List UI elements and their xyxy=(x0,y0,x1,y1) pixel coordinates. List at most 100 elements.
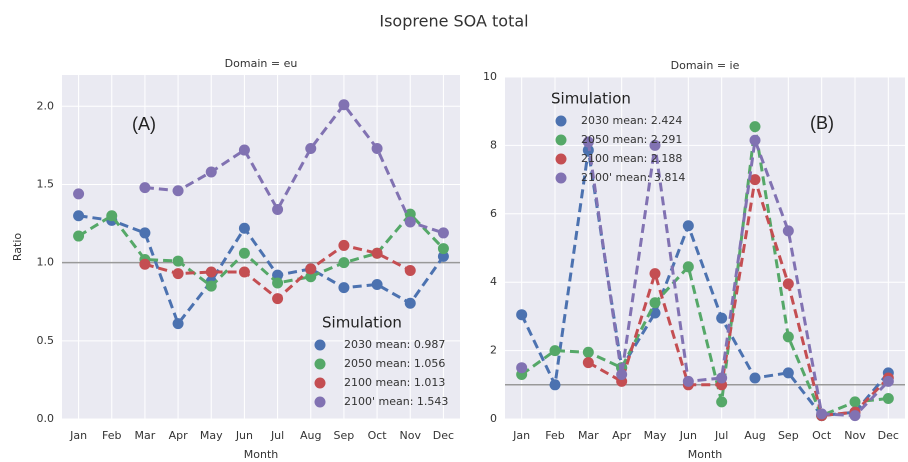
data-point xyxy=(716,396,728,408)
x-tick-label: Feb xyxy=(102,429,121,442)
data-point xyxy=(437,243,449,255)
data-point xyxy=(106,210,118,222)
data-point xyxy=(882,392,894,404)
legend-label: 2030 mean: 2.424 xyxy=(581,114,682,127)
data-point xyxy=(139,182,151,194)
x-tick-label: Jul xyxy=(714,429,728,442)
data-point xyxy=(238,247,250,259)
data-point xyxy=(305,271,317,283)
data-point xyxy=(849,410,861,422)
data-point xyxy=(582,346,594,358)
data-point xyxy=(516,362,528,374)
x-tick-label: Sep xyxy=(778,429,799,442)
x-tick-label: Nov xyxy=(844,429,866,442)
x-tick-label: Jan xyxy=(512,429,530,442)
y-tick-label: 1.0 xyxy=(37,256,55,269)
data-point xyxy=(437,250,449,262)
x-tick-label: Aug xyxy=(744,429,765,442)
data-point xyxy=(782,225,794,237)
data-point xyxy=(205,266,217,278)
y-axis-label: Ratio xyxy=(11,233,24,262)
series-line xyxy=(144,102,444,235)
legend-label: 2100 mean: 1.013 xyxy=(344,376,445,389)
legend-label: 2030 mean: 0.987 xyxy=(344,338,445,351)
x-tick-label: Oct xyxy=(368,429,388,442)
data-point xyxy=(782,278,794,290)
legend-label: 2100' mean: 1.543 xyxy=(344,395,448,408)
y-tick-label: 6 xyxy=(490,207,497,220)
data-point xyxy=(749,121,761,133)
panel-label: (A) xyxy=(132,114,156,134)
x-tick-label: Dec xyxy=(878,429,899,442)
series-line xyxy=(77,211,445,289)
data-point xyxy=(682,375,694,387)
data-point xyxy=(205,280,217,292)
legend-marker xyxy=(314,377,326,389)
data-point xyxy=(649,268,661,280)
x-tick-label: Nov xyxy=(400,429,422,442)
data-point xyxy=(549,345,561,357)
legend-label: 2100' mean: 3.814 xyxy=(581,171,685,184)
y-tick-label: 10 xyxy=(483,70,497,83)
data-point xyxy=(582,136,594,148)
data-point xyxy=(782,367,794,379)
x-tick-label: Feb xyxy=(545,429,564,442)
plot-area xyxy=(505,77,905,419)
legend-title: Simulation xyxy=(551,90,631,108)
y-tick-label: 2 xyxy=(490,344,497,357)
data-point xyxy=(172,318,184,330)
data-point xyxy=(238,222,250,234)
data-point xyxy=(205,166,217,178)
x-tick-label: Oct xyxy=(812,429,832,442)
data-point xyxy=(816,408,828,420)
y-tick-label: 4 xyxy=(490,275,497,288)
data-point xyxy=(782,331,794,343)
x-tick-label: May xyxy=(200,429,223,442)
panel-label: (B) xyxy=(810,113,834,133)
y-tick-label: 1.5 xyxy=(37,177,55,190)
x-tick-label: Apr xyxy=(612,429,632,442)
x-tick-label: Sep xyxy=(334,429,355,442)
data-point xyxy=(682,220,694,232)
x-tick-label: Jun xyxy=(679,429,697,442)
plot-area xyxy=(62,75,460,419)
data-point xyxy=(139,258,151,270)
data-point xyxy=(172,268,184,280)
x-tick-label: Jan xyxy=(69,429,87,442)
data-point xyxy=(404,208,416,220)
y-tick-label: 8 xyxy=(490,138,497,151)
legend-marker xyxy=(314,396,326,408)
data-point xyxy=(882,375,894,387)
data-point xyxy=(238,266,250,278)
data-point xyxy=(272,203,284,215)
subplot-title: Domain = eu xyxy=(225,57,298,70)
data-point xyxy=(404,297,416,309)
data-point xyxy=(139,227,151,239)
data-point xyxy=(73,210,85,222)
data-point xyxy=(749,174,761,186)
data-point xyxy=(172,255,184,267)
data-point xyxy=(172,185,184,197)
y-tick-label: 0 xyxy=(490,412,497,425)
x-tick-label: Jun xyxy=(235,429,253,442)
legend-marker xyxy=(555,115,567,127)
x-axis-label: Month xyxy=(688,448,723,461)
x-tick-label: Mar xyxy=(578,429,599,442)
data-point xyxy=(682,261,694,273)
data-point xyxy=(272,269,284,281)
data-point xyxy=(404,264,416,276)
series-line xyxy=(78,214,445,327)
x-tick-label: Dec xyxy=(433,429,454,442)
data-point xyxy=(338,257,350,269)
y-tick-label: 2.0 xyxy=(37,99,55,112)
data-point xyxy=(272,293,284,305)
data-point xyxy=(371,247,383,259)
y-tick-label: 0.5 xyxy=(37,334,55,347)
data-point xyxy=(437,227,449,239)
data-point xyxy=(749,372,761,384)
data-point xyxy=(404,216,416,228)
x-tick-label: Apr xyxy=(169,429,189,442)
data-point xyxy=(338,99,350,111)
data-point xyxy=(371,279,383,291)
